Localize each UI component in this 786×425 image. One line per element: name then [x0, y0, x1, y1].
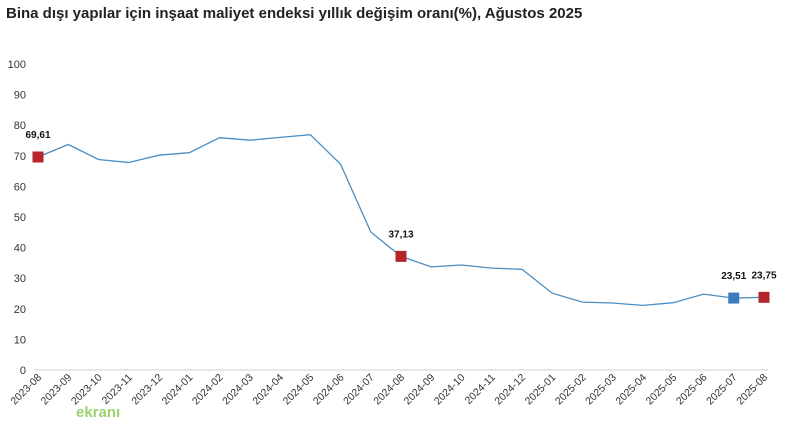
x-tick-label: 2023-09: [39, 372, 75, 408]
x-tick-label: 2025-02: [553, 372, 589, 408]
x-tick-label: 2025-08: [734, 372, 770, 408]
x-tick-label: 2024-02: [190, 372, 226, 408]
x-tick-label: 2024-03: [220, 372, 256, 408]
x-tick-label: 2024-07: [341, 372, 377, 408]
x-tick-label: 2025-05: [644, 372, 680, 408]
y-tick-label: 10: [14, 334, 26, 346]
highlight-marker: [728, 292, 740, 304]
y-tick-label: 50: [14, 212, 26, 224]
x-tick-label: 2025-04: [613, 372, 649, 408]
series-line: [37, 134, 765, 307]
y-tick-label: 100: [8, 59, 26, 71]
highlight-marker: [32, 151, 44, 163]
watermark-logo: ekranı: [76, 404, 121, 421]
y-tick-label: 30: [14, 273, 26, 285]
x-tick-label: 2025-01: [523, 372, 559, 408]
highlight-marker: [395, 250, 407, 262]
y-tick-label: 20: [14, 304, 26, 316]
x-tick-label: 2025-06: [674, 372, 710, 408]
x-tick-label: 2024-06: [311, 372, 347, 408]
data-label: 37,13: [388, 229, 413, 240]
y-tick-label: 90: [14, 90, 26, 102]
x-tick-label: 2024-05: [281, 372, 317, 408]
x-tick-label: 2023-08: [8, 372, 44, 408]
x-tick-label: 2024-10: [432, 372, 468, 408]
data-label: 69,61: [25, 130, 50, 141]
chart-title: Bina dışı yapılar için inşaat maliyet en…: [6, 5, 583, 22]
x-tick-label: 2024-09: [402, 372, 438, 408]
data-label: 23,51: [721, 271, 746, 282]
x-tick-label: 2023-10: [69, 372, 105, 408]
x-tick-label: 2023-11: [100, 372, 135, 407]
x-tick-label: 2023-12: [129, 372, 165, 408]
highlight-marker: [758, 291, 770, 303]
x-axis-ticks: 2023-082023-092023-102023-112023-122024-…: [8, 372, 770, 408]
highlight-markers: [32, 151, 770, 304]
x-tick-label: 2024-12: [492, 372, 528, 408]
y-tick-label: 60: [14, 181, 26, 193]
data-label: 23,75: [751, 270, 776, 281]
y-tick-label: 0: [20, 365, 26, 377]
x-tick-label: 2025-03: [583, 372, 619, 408]
y-tick-label: 80: [14, 120, 26, 132]
x-tick-label: 2024-08: [371, 372, 407, 408]
y-axis-ticks: 0 10 20 30 40 50 60 70 80 90 100: [8, 59, 26, 377]
data-labels: 69,61 37,13 23,51 23,75: [25, 130, 776, 282]
y-tick-label: 70: [14, 151, 26, 163]
x-tick-label: 2024-04: [250, 372, 286, 408]
y-tick-label: 40: [14, 243, 26, 255]
x-tick-label: 2024-11: [463, 372, 498, 407]
x-tick-label: 2025-07: [704, 372, 740, 408]
x-tick-label: 2024-01: [160, 372, 196, 408]
